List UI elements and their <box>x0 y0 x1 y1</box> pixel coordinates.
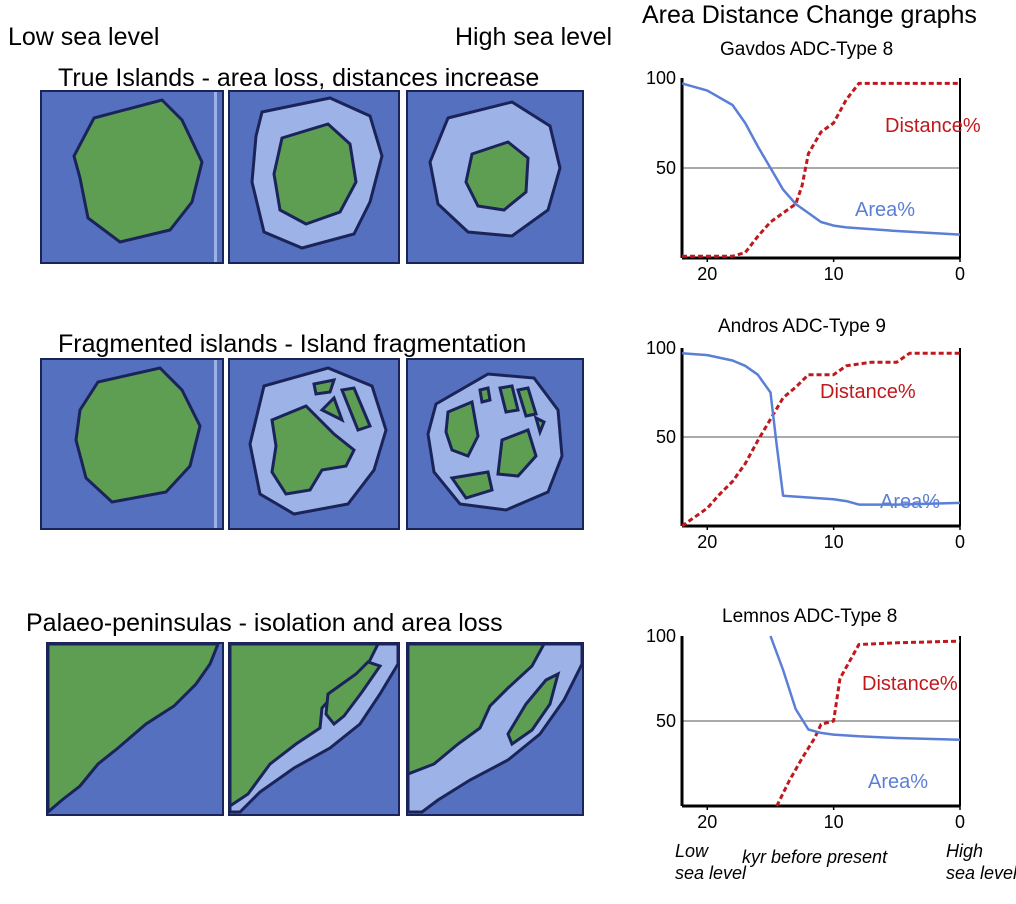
map-panel-peninsula-mid <box>228 642 400 816</box>
area-series-line <box>681 352 961 506</box>
chart-title-andros: Andros ADC-Type 9 <box>718 316 886 337</box>
x-tick-label: 20 <box>697 812 717 832</box>
y-tick-label: 50 <box>656 158 676 178</box>
x-tick-label: 20 <box>697 264 717 284</box>
distance-series-line <box>775 639 961 807</box>
map-panel-true-islands-high <box>406 90 584 264</box>
area-series-label: Area% <box>880 491 940 513</box>
y-tick-label: 100 <box>646 626 676 646</box>
x-tick-label: 10 <box>824 264 844 284</box>
area-series-line <box>681 82 961 236</box>
distance-series-label: Distance% <box>885 115 980 137</box>
x-tick-label: 10 <box>824 532 844 552</box>
high-sea-level-heading: High sea level <box>455 23 613 51</box>
y-tick-label: 50 <box>656 427 676 447</box>
axis-note-low-line1: Low sea level <box>675 841 747 883</box>
map-panel-true-islands-low <box>40 90 224 264</box>
area-series-line <box>769 635 961 741</box>
map-panel-peninsula-low <box>46 642 224 816</box>
distance-series-label: Distance% <box>820 381 916 403</box>
x-tick-label: 20 <box>697 532 717 552</box>
graphs-heading: Area Distance Change graphs <box>642 1 977 29</box>
map-panel-true-islands-mid <box>228 90 400 264</box>
x-tick-label: 10 <box>824 812 844 832</box>
row-title-true-islands: True Islands - area loss, distances incr… <box>58 64 540 92</box>
area-series-label: Area% <box>855 199 915 221</box>
axis-note-center: kyr before present <box>742 847 888 867</box>
distance-series-line <box>681 351 960 528</box>
y-tick-label: 100 <box>646 68 676 88</box>
map-panel-fragmented-low <box>40 358 224 530</box>
map-panel-fragmented-mid <box>228 358 400 530</box>
row-title-palaeo-peninsulas: Palaeo-peninsulas - isolation and area l… <box>26 609 503 637</box>
distance-series-line <box>682 81 960 258</box>
chart-title-lemnos: Lemnos ADC-Type 8 <box>722 606 898 627</box>
y-tick-label: 100 <box>646 338 676 358</box>
distance-series-label: Distance% <box>862 673 958 695</box>
x-tick-label: 0 <box>955 264 965 284</box>
chart-title-gavdos: Gavdos ADC-Type 8 <box>720 39 894 60</box>
map-panel-peninsula-high <box>406 642 584 816</box>
low-sea-level-heading: Low sea level <box>8 23 160 51</box>
x-tick-label: 0 <box>955 532 965 552</box>
area-series-label: Area% <box>868 771 928 793</box>
x-tick-label: 0 <box>955 812 965 832</box>
y-tick-label: 50 <box>656 711 676 731</box>
map-panel-fragmented-high <box>406 358 584 530</box>
axis-note-high: High sea level <box>946 841 1016 883</box>
row-title-fragmented-islands: Fragmented islands - Island fragmentatio… <box>58 330 527 358</box>
